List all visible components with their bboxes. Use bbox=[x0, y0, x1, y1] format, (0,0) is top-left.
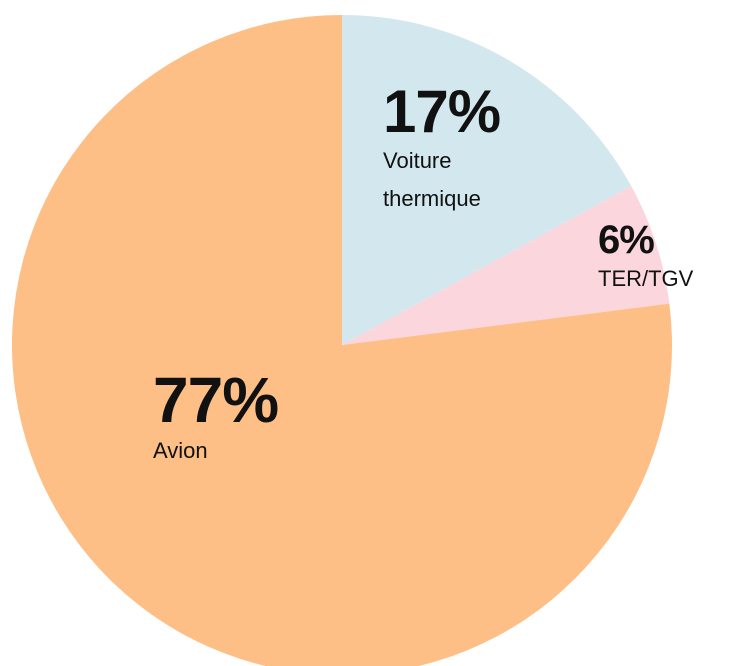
slice-label: 6% TER/TGV bbox=[598, 220, 747, 298]
category-label: Avion bbox=[153, 438, 208, 463]
category-label: Voiture thermique bbox=[383, 148, 481, 211]
value-label: 17% bbox=[383, 78, 501, 145]
pie-slice bbox=[342, 186, 670, 345]
category-label: TER/TGV bbox=[598, 266, 694, 291]
value-label: 77% bbox=[153, 364, 279, 436]
pie-slice bbox=[342, 15, 632, 345]
value-label: 6% bbox=[598, 218, 655, 262]
slice-label: 17% Voiture thermique bbox=[383, 82, 543, 218]
slice-label: 77% Avion bbox=[153, 368, 313, 470]
pie-slice bbox=[12, 15, 672, 666]
